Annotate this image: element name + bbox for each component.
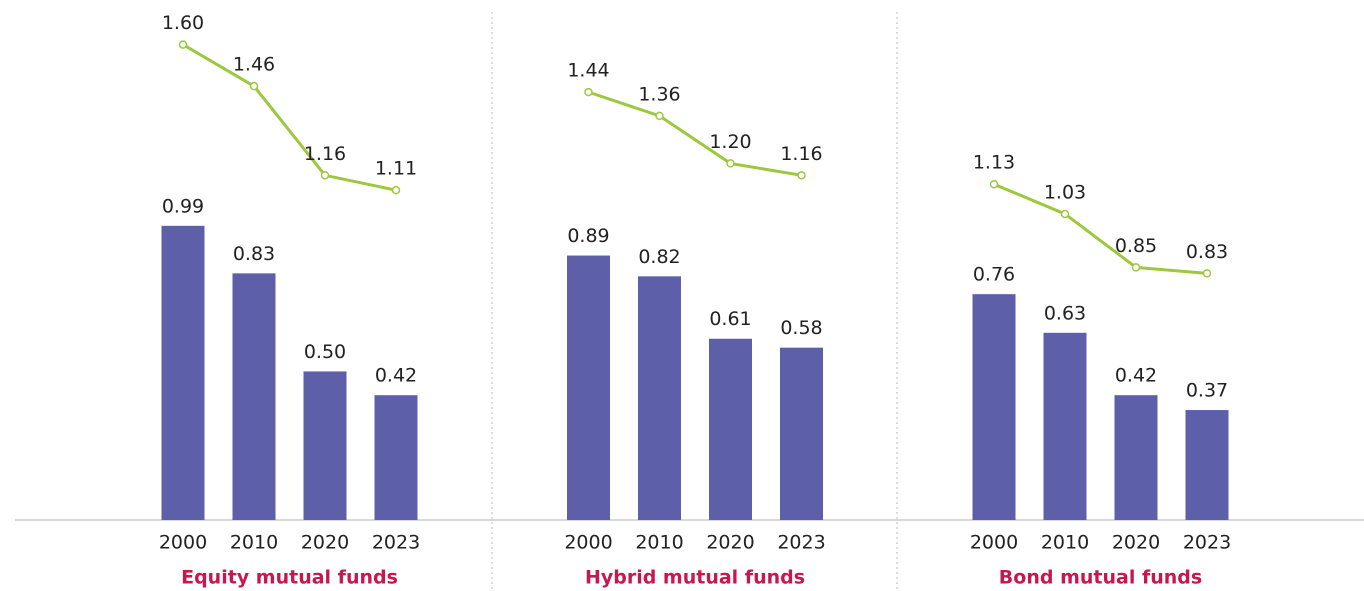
bar — [780, 347, 823, 520]
x-tick-label: 2020 — [301, 532, 349, 554]
x-tick-label: 2000 — [970, 532, 1018, 554]
point — [584, 87, 593, 97]
point — [391, 185, 401, 195]
x-tick-label: 2010 — [635, 532, 683, 554]
data-label: 1.11 — [375, 158, 417, 180]
point — [726, 159, 735, 168]
x-tick-label: 2010 — [230, 532, 278, 554]
data-label: 0.76 — [973, 264, 1015, 286]
panel-title: Hybrid mutual funds — [585, 567, 805, 589]
point — [797, 171, 806, 180]
data-label: 1.36 — [638, 83, 680, 105]
data-label: 1.16 — [304, 143, 346, 165]
panel-title: Equity mutual funds — [181, 567, 398, 589]
panel-title: Bond mutual funds — [999, 567, 1202, 589]
point — [1060, 209, 1070, 219]
data-label: 1.16 — [780, 143, 822, 165]
data-label: 0.89 — [567, 225, 609, 247]
data-label: 1.13 — [973, 152, 1015, 174]
x-tick-label: 2023 — [372, 532, 420, 554]
point — [1202, 269, 1212, 278]
data-label: 1.20 — [709, 131, 751, 153]
bar — [567, 255, 610, 521]
data-label: 1.44 — [567, 60, 609, 82]
bar — [1043, 332, 1087, 520]
data-label: 0.82 — [638, 246, 680, 268]
x-tick-label: 2000 — [159, 532, 207, 554]
point — [655, 111, 664, 121]
data-label: 0.58 — [780, 317, 822, 339]
bar — [709, 338, 752, 520]
x-tick-label: 2023 — [777, 532, 825, 554]
data-label: 1.60 — [162, 12, 204, 34]
bar — [638, 276, 681, 520]
data-label: 0.37 — [1186, 380, 1228, 402]
data-label: 1.03 — [1044, 181, 1086, 203]
line — [993, 182, 1208, 275]
data-label: 0.83 — [1186, 241, 1228, 263]
data-label: 0.50 — [304, 341, 346, 363]
line — [588, 90, 802, 177]
bar — [374, 395, 418, 520]
bar — [1114, 395, 1158, 520]
bar — [303, 371, 347, 520]
x-tick-label: 2020 — [1112, 532, 1160, 554]
data-label: 0.42 — [1115, 365, 1157, 387]
bar — [1185, 410, 1229, 520]
point — [320, 171, 330, 180]
data-label: 0.83 — [233, 243, 275, 265]
data-label: 0.42 — [375, 365, 417, 387]
bar — [232, 273, 276, 520]
point — [1131, 263, 1141, 272]
x-tick-label: 2000 — [564, 532, 612, 554]
line — [182, 43, 397, 192]
data-label: 0.99 — [162, 195, 204, 217]
data-label: 0.61 — [709, 308, 751, 330]
bar — [161, 225, 205, 521]
data-label: 0.63 — [1044, 302, 1086, 324]
point — [249, 81, 259, 91]
data-label: 1.46 — [233, 54, 275, 76]
x-tick-label: 2020 — [706, 532, 754, 554]
x-tick-label: 2023 — [1183, 532, 1231, 554]
point — [989, 179, 999, 189]
x-tick-label: 2010 — [1041, 532, 1089, 554]
point — [178, 40, 188, 49]
data-label: 0.85 — [1115, 235, 1157, 257]
bar — [972, 294, 1016, 520]
